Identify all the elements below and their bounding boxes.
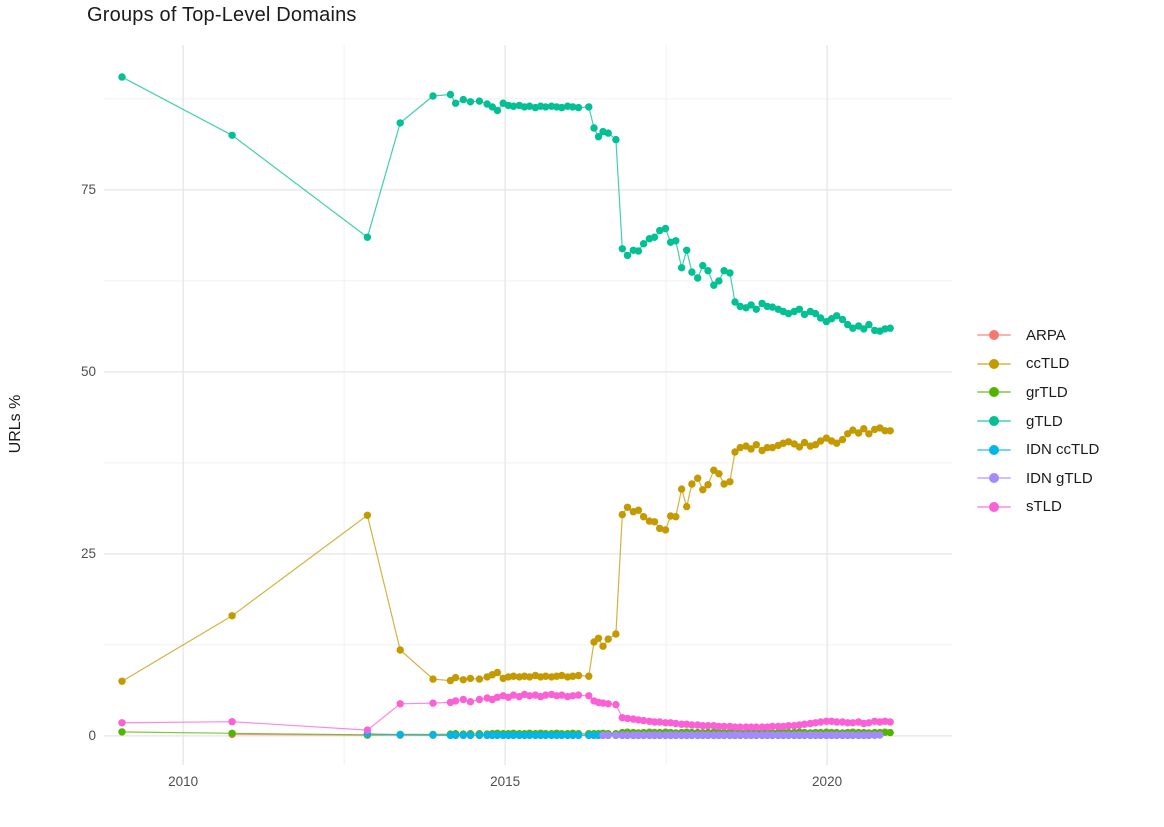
legend-item-idn-gtld: IDN gTLD — [977, 464, 1099, 493]
legend-key-icon — [977, 500, 1011, 514]
legend-key-icon — [977, 385, 1011, 399]
grid-major — [104, 45, 952, 765]
grid-minor — [104, 45, 952, 765]
series-cctld — [118, 424, 894, 685]
y-tick-label: 0 — [88, 727, 96, 743]
legend-item-label: ARPA — [1026, 326, 1066, 344]
series-gtld — [118, 73, 894, 335]
legend-key-icon — [977, 357, 1011, 371]
legend-item-stld: sTLD — [977, 493, 1099, 522]
x-tick-label: 2015 — [490, 774, 521, 789]
legend-item-label: sTLD — [1026, 498, 1062, 516]
legend-item-idn-cctld: IDN ccTLD — [977, 435, 1099, 464]
y-tick-label: 75 — [80, 181, 96, 197]
legend-item-label: grTLD — [1026, 383, 1068, 401]
legend-key-icon — [977, 414, 1011, 428]
legend-item-gtld: gTLD — [977, 407, 1099, 436]
chart-title: Groups of Top-Level Domains — [87, 4, 357, 26]
series-stld — [118, 690, 894, 734]
series-idn-gtld — [599, 731, 884, 739]
legend-item-label: gTLD — [1026, 412, 1063, 430]
legend-key-icon — [977, 443, 1011, 457]
legend-key-icon — [977, 328, 1011, 342]
legend-item-label: ccTLD — [1026, 355, 1070, 373]
legend-item-grtld: grTLD — [977, 378, 1099, 407]
legend-item-cctld: ccTLD — [977, 350, 1099, 379]
legend-key-icon — [977, 471, 1011, 485]
y-tick-label: 50 — [80, 363, 96, 379]
legend: ARPA ccTLD grTLD gTLD IDN ccTLD IDN gTLD… — [977, 321, 1099, 521]
y-tick-label: 25 — [80, 545, 96, 561]
legend-item-arpa: ARPA — [977, 321, 1099, 350]
legend-item-label: IDN gTLD — [1026, 469, 1093, 487]
y-axis-label: URLs % — [7, 394, 24, 454]
legend-item-label: IDN ccTLD — [1026, 441, 1100, 459]
x-tick-label: 2020 — [812, 774, 843, 789]
x-tick-label: 2010 — [168, 774, 199, 789]
